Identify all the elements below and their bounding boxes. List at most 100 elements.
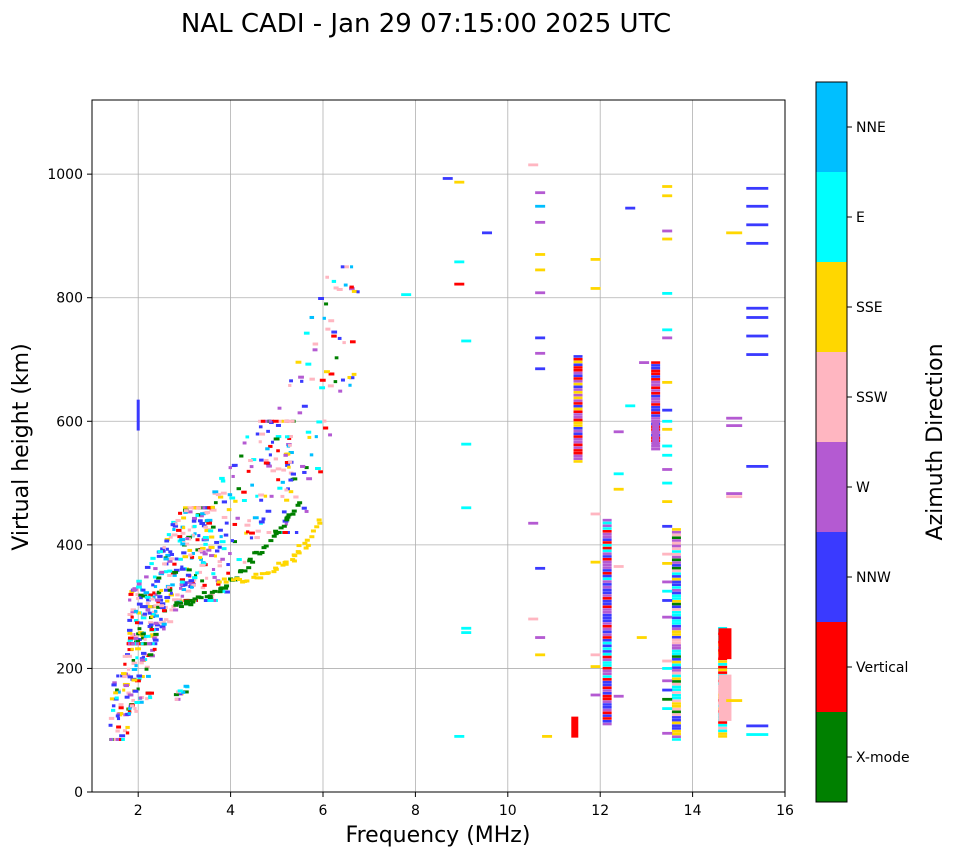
x-mode-trace-mark [188, 603, 194, 607]
isolated-echo-mark [726, 231, 743, 235]
colorbar-segment [816, 622, 847, 712]
echo-mark [116, 690, 121, 694]
echo-mark [122, 675, 127, 679]
echo-mark [208, 545, 215, 549]
column-echo-mark [573, 410, 583, 413]
echo-mark [265, 447, 270, 451]
column-echo-mark [602, 585, 612, 589]
colorbar-segment [816, 712, 847, 802]
column-echo-mark [671, 599, 681, 603]
isolated-echo-mark [454, 180, 465, 184]
echo-mark [203, 542, 208, 546]
echo-mark [177, 598, 182, 602]
column-echo-mark [573, 446, 583, 449]
echo-mark [122, 688, 126, 692]
column-echo-mark [602, 664, 612, 667]
echo-mark [147, 642, 152, 646]
echo-mark [214, 549, 220, 553]
isolated-echo-mark [662, 615, 673, 619]
colorbar-tick-label: SSE [856, 300, 883, 316]
echo-mark [215, 493, 221, 497]
x-mode-trace-mark [250, 560, 256, 564]
column-echo-mark [573, 388, 583, 391]
x-mode-trace-mark [192, 597, 198, 601]
column-echo-mark [671, 588, 681, 592]
echo-mark [211, 508, 217, 512]
echo-mark [258, 440, 262, 444]
echo-mark [138, 696, 143, 700]
echo-mark [183, 690, 189, 694]
echo-mark [163, 588, 170, 592]
echo-mark [108, 723, 113, 727]
echo-mark [255, 529, 261, 533]
colorbar-segment [816, 352, 847, 442]
echo-mark [208, 529, 214, 533]
isolated-echo-mark [662, 599, 673, 602]
echo-mark [153, 567, 158, 571]
sse-trace-mark [258, 576, 264, 580]
isolated-echo-mark [454, 260, 465, 264]
column-echo-mark [602, 666, 612, 670]
echo-mark [309, 377, 315, 381]
echo-mark [127, 642, 133, 646]
x-mode-trace-mark [297, 501, 303, 505]
x-mode-trace-mark [217, 590, 223, 594]
column-echo-mark [671, 682, 681, 686]
echo-mark [327, 384, 334, 388]
echo-mark [170, 583, 175, 587]
column-echo-mark [671, 693, 681, 697]
column-echo-mark [573, 368, 583, 372]
echo-mark [163, 618, 169, 622]
column-echo-mark [671, 624, 681, 628]
colorbar-segment [816, 82, 847, 172]
echo-mark [133, 609, 138, 613]
column-echo-mark [671, 680, 681, 683]
echo-mark [259, 498, 264, 502]
sse-trace-mark [273, 566, 279, 570]
x-tick-label: 4 [226, 803, 235, 819]
echo-mark [259, 432, 266, 436]
column-echo-mark [651, 397, 661, 401]
column-echo-mark [671, 707, 681, 711]
column-echo-mark [671, 721, 681, 725]
echo-mark [312, 342, 319, 346]
echo-mark [113, 737, 117, 741]
echo-mark [270, 469, 277, 473]
echo-mark [125, 731, 130, 735]
isolated-echo-mark [662, 408, 673, 412]
echo-mark [319, 386, 326, 390]
echo-mark [172, 524, 179, 528]
echo-mark [209, 598, 214, 602]
echo-mark [154, 579, 161, 583]
echo-mark [328, 319, 335, 323]
echo-mark [316, 420, 323, 424]
echo-mark [186, 598, 193, 602]
column-echo-mark [671, 539, 681, 542]
echo-mark [191, 584, 196, 588]
colorbar-segment [816, 172, 847, 262]
echo-mark [250, 483, 254, 487]
column-echo-mark [573, 429, 583, 433]
echo-mark [110, 708, 116, 712]
echo-mark [136, 674, 143, 678]
echo-mark [324, 302, 329, 306]
echo-mark [177, 535, 183, 539]
echo-mark [178, 557, 183, 561]
column-echo-mark [651, 364, 661, 367]
column-echo-mark [671, 727, 681, 730]
column-echo-mark [573, 363, 583, 367]
echo-mark [168, 550, 173, 554]
x-tick-label: 6 [319, 803, 328, 819]
y-tick-label: 0 [74, 785, 83, 801]
column-echo-mark [573, 438, 583, 441]
echo-mark [268, 444, 273, 448]
echo-mark [216, 582, 221, 586]
echo-mark [217, 560, 222, 564]
column-echo-mark [671, 533, 681, 537]
column-echo-mark [671, 552, 681, 556]
echo-mark [300, 464, 306, 468]
column-echo-mark [671, 652, 681, 656]
echo-mark [144, 667, 149, 671]
echo-mark [108, 716, 115, 720]
isolated-echo-mark [662, 229, 673, 233]
